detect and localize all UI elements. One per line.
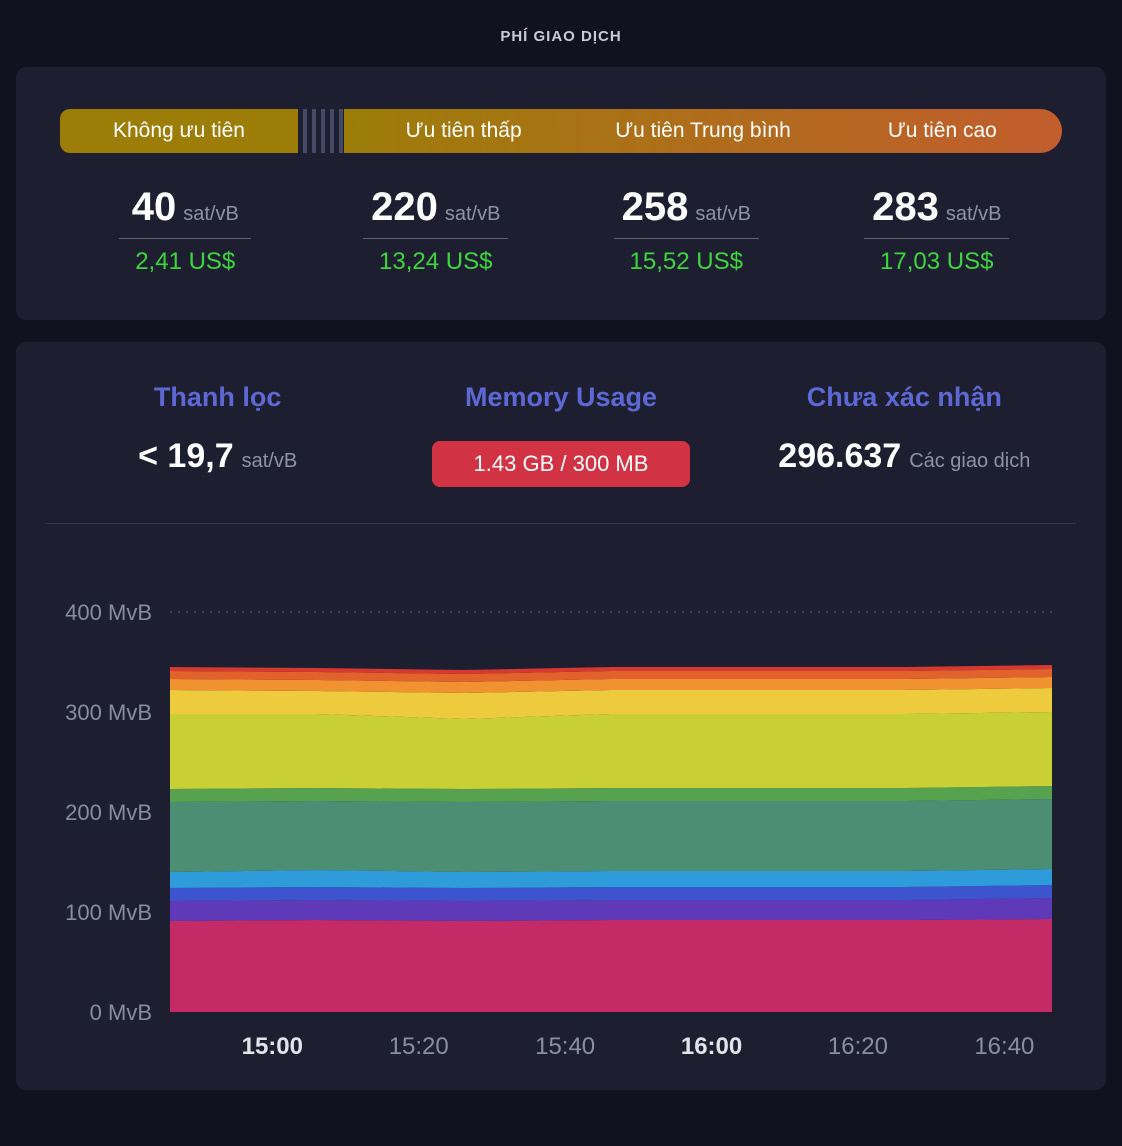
fee-rate-value: 258 [621, 185, 689, 229]
stat-purging-value: < 19,7 sat/vB [46, 437, 389, 476]
svg-text:16:00: 16:00 [681, 1033, 742, 1060]
svg-text:15:00: 15:00 [242, 1033, 303, 1060]
fee-rate-unit: sat/vB [183, 203, 239, 225]
stat-memory-usage: Memory Usage 1.43 GB / 300 MB [389, 382, 732, 487]
fee-rate-value: 40 [131, 185, 177, 229]
fees-card: Không ưu tiên Ưu tiên thấp Ưu tiên Trung… [16, 67, 1106, 320]
stat-purging: Thanh lọc < 19,7 sat/vB [46, 382, 389, 487]
fee-button-high-priority[interactable]: Ưu tiên cao [823, 109, 1062, 153]
svg-text:15:20: 15:20 [389, 1033, 449, 1060]
page-title: PHÍ GIAO DỊCH [500, 28, 622, 45]
svg-text:16:40: 16:40 [974, 1033, 1034, 1060]
fee-usd-value: 13,24 US$ [363, 238, 509, 276]
fee-col-medium-priority: 258 sat/vB 15,52 US$ [561, 185, 812, 276]
purging-rate-value: < 19,7 [138, 437, 234, 475]
fee-rate: 40 sat/vB [60, 185, 311, 230]
fee-col-no-priority: 40 sat/vB 2,41 US$ [60, 185, 311, 276]
fee-usd-wrap: 17,03 US$ [812, 238, 1063, 276]
unconfirmed-count: 296.637 [778, 437, 902, 475]
fee-rate: 283 sat/vB [812, 185, 1063, 230]
mempool-stats: Thanh lọc < 19,7 sat/vB Memory Usage 1.43… [16, 382, 1106, 487]
fee-button-medium-priority[interactable]: Ưu tiên Trung bình [583, 109, 822, 153]
fee-tier-buttons: Không ưu tiên Ưu tiên thấp Ưu tiên Trung… [60, 109, 1062, 153]
mempool-chart[interactable]: 0 MvB 100 MvB 200 MvB 300 MvB 400 MvB 15:00 15… [32, 562, 1090, 1062]
stat-memory-title: Memory Usage [464, 382, 658, 412]
svg-text:15:40: 15:40 [535, 1033, 595, 1060]
fee-rate-value: 220 [371, 185, 438, 229]
fee-priority-button-group: Ưu tiên thấp Ưu tiên Trung bình Ưu tiên … [344, 109, 1062, 153]
chart-wrap: 0 MvB 100 MvB 200 MvB 300 MvB 400 MvB 15:00 15… [16, 524, 1106, 1062]
fee-usd-value: 15,52 US$ [613, 238, 759, 276]
stat-purging-title: Thanh lọc [153, 382, 282, 412]
svg-text:200 MvB: 200 MvB [65, 800, 152, 825]
fee-rate: 220 sat/vB [311, 185, 562, 230]
purging-rate-unit: sat/vB [241, 450, 298, 472]
svg-text:300 MvB: 300 MvB [65, 700, 152, 725]
svg-text:400 MvB: 400 MvB [65, 600, 152, 625]
stat-unconfirmed: Chưa xác nhận 296.637 Các giao dịch [733, 382, 1076, 487]
fee-rate-unit: sat/vB [444, 203, 501, 225]
memory-usage-badge: 1.43 GB / 300 MB [431, 441, 691, 487]
unconfirmed-label: Các giao dịch [909, 450, 1031, 472]
fee-button-no-priority[interactable]: Không ưu tiên [60, 109, 298, 153]
stat-unconfirmed-value: 296.637 Các giao dịch [733, 437, 1076, 476]
fee-usd-value: 2,41 US$ [119, 238, 252, 276]
stat-unconfirmed-title: Chưa xác nhận [806, 382, 1002, 412]
divider-stripes [298, 109, 344, 153]
fee-usd-wrap: 2,41 US$ [60, 238, 311, 276]
fee-rate-unit: sat/vB [695, 203, 751, 225]
fee-rate-value: 283 [872, 185, 939, 229]
fee-usd-value: 17,03 US$ [864, 238, 1010, 276]
fee-button-low-priority[interactable]: Ưu tiên thấp [344, 109, 583, 153]
fee-rate: 258 sat/vB [561, 185, 812, 230]
fee-usd-wrap: 15,52 US$ [561, 238, 812, 276]
svg-text:0 MvB: 0 MvB [90, 1000, 152, 1025]
fee-col-low-priority: 220 sat/vB 13,24 US$ [311, 185, 562, 276]
fee-values-grid: 40 sat/vB 2,41 US$ 220 sat/vB 13,24 US$ 25… [60, 185, 1062, 276]
stats-chart-divider [46, 523, 1076, 524]
svg-text:16:20: 16:20 [828, 1033, 888, 1060]
svg-text:100 MvB: 100 MvB [65, 900, 152, 925]
fee-col-high-priority: 283 sat/vB 17,03 US$ [812, 185, 1063, 276]
mempool-card: Thanh lọc < 19,7 sat/vB Memory Usage 1.43… [16, 342, 1106, 1090]
fee-usd-wrap: 13,24 US$ [311, 238, 562, 276]
fee-rate-unit: sat/vB [945, 203, 1002, 225]
stat-memory-value: 1.43 GB / 300 MB [389, 437, 732, 487]
